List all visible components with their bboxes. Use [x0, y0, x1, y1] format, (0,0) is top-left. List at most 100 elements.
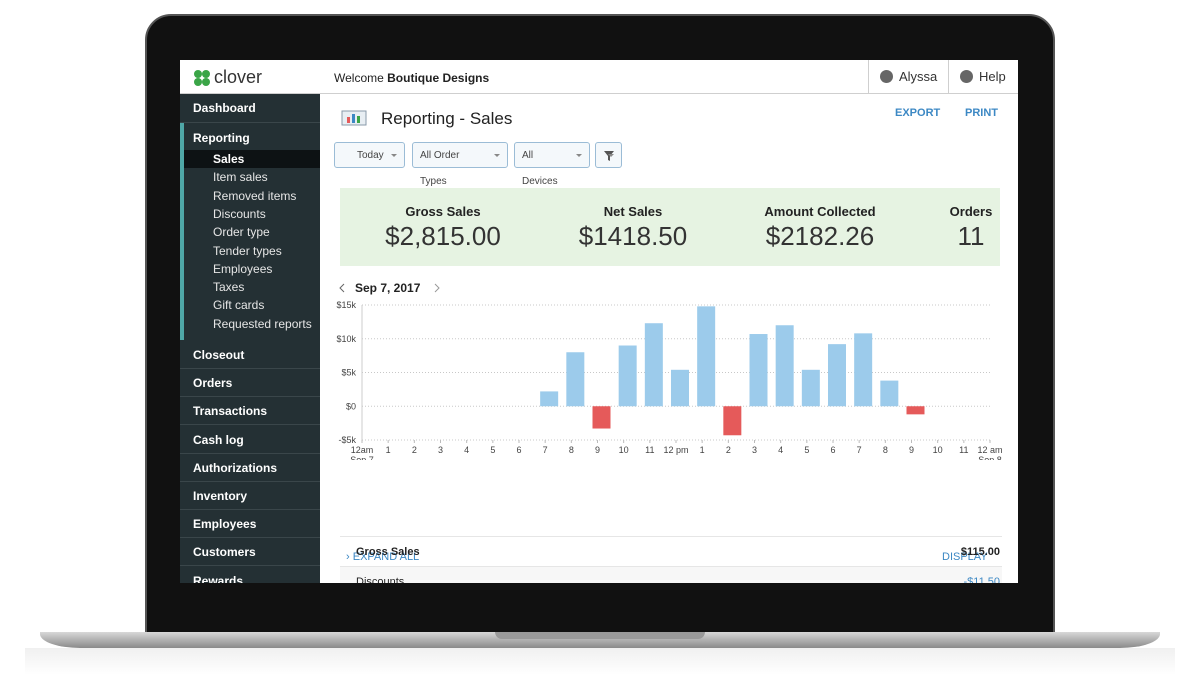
bar	[854, 333, 873, 407]
chart-date: Sep 7, 2017	[355, 281, 421, 295]
summary-label: Gross Sales	[405, 204, 481, 219]
detail-row[interactable]: Discounts -$11.50	[340, 566, 1002, 583]
user-button[interactable]: Alyssa	[868, 60, 948, 93]
x-tick-label: 2	[726, 445, 731, 455]
print-button[interactable]: PRINT	[965, 107, 998, 119]
y-tick-label: $5k	[341, 368, 356, 378]
nav-item[interactable]: Cash log	[180, 426, 320, 454]
nav-item[interactable]: Customers	[180, 538, 320, 567]
bar	[906, 406, 925, 415]
x-tick-label: 10	[933, 445, 943, 455]
bar	[749, 334, 768, 407]
nav-subitem[interactable]: Requested reports	[213, 316, 312, 331]
help-label: Help	[979, 69, 1006, 84]
nav-subitem[interactable]: Taxes	[213, 280, 245, 295]
x-tick-label: 11	[645, 445, 654, 455]
bar	[644, 323, 663, 407]
screen: clover Welcome Boutique Designs Alyssa H…	[180, 60, 1018, 583]
summary-panel: Gross Sales $2,815.00 Net Sales $1418.50 Amo…	[340, 188, 1000, 266]
nav-subitem[interactable]: Tender types	[213, 243, 282, 258]
nav-subitem[interactable]: Removed items	[213, 188, 297, 203]
x-tick-date: Sep 8	[978, 455, 1002, 460]
next-arrow[interactable]	[434, 283, 440, 293]
user-icon	[880, 70, 893, 83]
x-tick-label: 12am	[351, 445, 374, 455]
x-tick-label: 1	[386, 445, 391, 455]
x-tick-label: 4	[464, 445, 469, 455]
summary-label: Net Sales	[603, 204, 663, 219]
x-tick-label: 3	[438, 445, 443, 455]
detail-label: Discounts	[356, 576, 405, 583]
x-tick-label: 7	[857, 445, 862, 455]
welcome-text: Welcome	[334, 71, 384, 85]
detail-row[interactable]: Gross Sales $115.00	[340, 536, 1002, 567]
device-filter[interactable]: All Devices	[514, 142, 590, 187]
nav-subitem[interactable]: Employees	[213, 261, 273, 276]
nav-subitem[interactable]: Discounts	[213, 206, 266, 221]
nav-subitem[interactable]: Order type	[213, 225, 270, 240]
laptop-base	[40, 632, 1160, 648]
display-button[interactable]: DISPLAY	[942, 551, 988, 563]
user-name: Alyssa	[899, 69, 938, 84]
x-tick-label: 4	[778, 445, 783, 455]
nav-subitem[interactable]: Sales	[184, 150, 320, 168]
welcome: Welcome Boutique Designs	[334, 71, 489, 85]
detail-label: Gross Sales	[356, 546, 420, 558]
bar	[697, 306, 716, 407]
nav-item[interactable]: Closeout	[180, 341, 320, 369]
summary-value: 11	[957, 221, 985, 251]
y-tick-label: $15k	[336, 300, 356, 310]
filter-icon	[604, 151, 614, 161]
bar	[723, 406, 742, 436]
prev-arrow[interactable]	[339, 283, 345, 293]
x-tick-date: Sep 7	[350, 455, 374, 460]
nav-item[interactable]: Authorizations	[180, 454, 320, 482]
nav-item[interactable]: Inventory	[180, 482, 320, 510]
summary-label: Amount Collected	[764, 204, 876, 219]
top-bar: clover Welcome Boutique Designs Alyssa H…	[180, 60, 1018, 94]
nav-item[interactable]: Employees	[180, 510, 320, 539]
nav-section[interactable]: Reporting	[193, 131, 250, 145]
logo-icon	[194, 70, 210, 86]
bar	[775, 325, 794, 407]
export-button[interactable]: EXPORT	[895, 107, 941, 119]
main: Reporting - Sales EXPORT PRINT Today All…	[320, 94, 1018, 583]
bar	[828, 344, 846, 407]
x-tick-label: 8	[883, 445, 888, 455]
order-type-filter[interactable]: All Order Types	[412, 142, 508, 187]
nav-subitem[interactable]: Item sales	[213, 170, 268, 185]
nav-item[interactable]: Transactions	[180, 397, 320, 426]
x-tick-label: 2	[412, 445, 417, 455]
y-tick-label: $0	[346, 401, 356, 411]
nav-item[interactable]: Rewards	[180, 567, 320, 583]
y-tick-label: -$5k	[338, 435, 356, 445]
summary-value: $1418.50	[578, 221, 688, 251]
nav-subitem[interactable]: Gift cards	[213, 298, 265, 313]
x-tick-label: 11	[959, 445, 968, 455]
bar	[671, 369, 689, 407]
x-tick-label: 9	[595, 445, 600, 455]
x-tick-label: 9	[909, 445, 914, 455]
logo[interactable]: clover	[214, 67, 263, 87]
x-tick-label: 10	[619, 445, 629, 455]
expand-all[interactable]: › EXPAND ALL	[346, 551, 420, 563]
detail-value: -$11.50	[963, 576, 1001, 583]
filter-button[interactable]	[595, 142, 622, 168]
x-tick-label: 5	[490, 445, 495, 455]
bar	[566, 352, 585, 407]
bar	[592, 406, 611, 429]
date-filter[interactable]: Today	[334, 142, 405, 168]
help-icon	[960, 70, 973, 83]
help-button[interactable]: Help	[948, 60, 1018, 93]
bar	[540, 391, 559, 407]
x-tick-label: 1	[700, 445, 705, 455]
nav-item[interactable]: Dashboard	[180, 94, 320, 123]
nav-item[interactable]: Orders	[180, 369, 320, 398]
x-tick-label: 7	[543, 445, 548, 455]
x-tick-label: 12 am	[977, 445, 1002, 455]
summary-value: $2182.26	[765, 221, 875, 251]
x-tick-label: 8	[569, 445, 574, 455]
y-tick-label: $10k	[336, 334, 356, 344]
